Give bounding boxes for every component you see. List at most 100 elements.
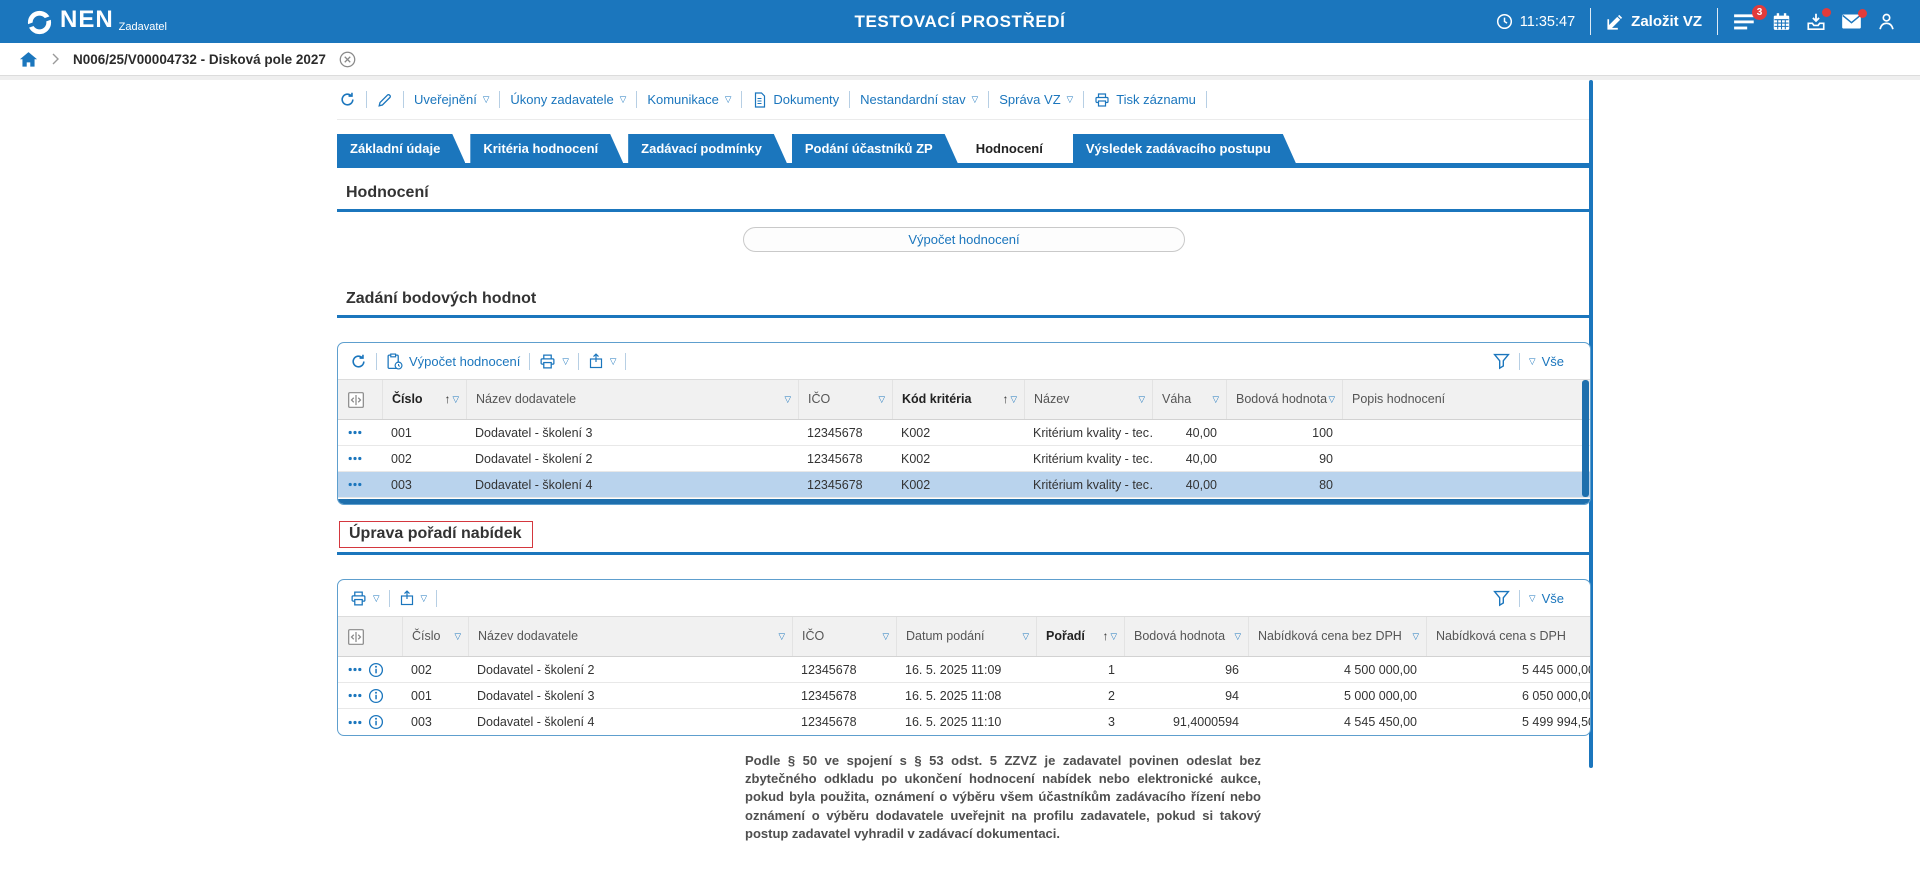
close-record-icon[interactable] (339, 51, 356, 68)
table2-filter-all[interactable]: ▽ Vše (1529, 591, 1564, 606)
chevron-down-icon: ▽ (620, 95, 627, 104)
filter-icon[interactable]: ▽ (1010, 395, 1017, 404)
edit-record-button[interactable] (377, 92, 393, 108)
tab-vysledek[interactable]: Výsledek zadávacího postupu (1073, 134, 1296, 163)
row-menu-icon[interactable] (348, 720, 362, 725)
menu-dokumenty[interactable]: Dokumenty (752, 92, 839, 108)
filter-icon[interactable]: ▽ (784, 395, 791, 404)
info-icon[interactable] (368, 688, 384, 704)
col-nazev-dodavatele[interactable]: Název dodavatele ▽ (466, 380, 798, 419)
row-menu-icon[interactable] (348, 456, 362, 461)
table1-header: Číslo ↑ ▽ Název dodavatele ▽ IČO ▽ Kód k… (338, 379, 1590, 420)
tab-podani-ucastniku[interactable]: Podání účastníků ZP (792, 134, 958, 163)
table1-print-button[interactable]: ▽ (539, 353, 569, 370)
cell-dodavatel: Dodavatel - školení 3 (468, 689, 792, 703)
table1-vscrollbar[interactable] (1582, 380, 1589, 497)
tab-zakladni-udaje[interactable]: Základní údaje (337, 134, 465, 163)
row-menu-icon[interactable] (348, 667, 362, 672)
table-row[interactable]: 002 Dodavatel - školení 2 12345678 K002 … (338, 446, 1590, 472)
table1-hscrollbar[interactable] (338, 499, 1590, 504)
menu-ukony-zadavatele[interactable]: Úkony zadavatele ▽ (510, 92, 626, 107)
filter-icon[interactable]: ▽ (1110, 632, 1117, 641)
divider (636, 91, 637, 108)
filter-funnel-icon[interactable] (1493, 590, 1510, 607)
filter-icon[interactable]: ▽ (882, 632, 889, 641)
col-bodova-hodnota[interactable]: Bodová hodnota ▽ (1226, 380, 1342, 419)
table-row[interactable]: 002 Dodavatel - školení 2 12345678 16. 5… (338, 657, 1590, 683)
table1-export-button[interactable]: ▽ (588, 353, 617, 369)
table1-filter-all[interactable]: ▽ Vše (1529, 354, 1564, 369)
refresh-button[interactable] (339, 91, 356, 108)
col-cislo[interactable]: Číslo ↑ ▽ (382, 380, 466, 419)
table-row[interactable]: 003 Dodavatel - školení 4 12345678 16. 5… (338, 709, 1590, 735)
col-cena-bez-dph[interactable]: Nabídková cena bez DPH ▽ (1248, 617, 1426, 656)
cell-vaha: 40,00 (1152, 452, 1226, 466)
col-nazev[interactable]: Název ▽ (1024, 380, 1152, 419)
col-cislo[interactable]: Číslo ▽ (402, 617, 468, 656)
row-menu-icon[interactable] (348, 430, 362, 435)
menu-nestandardni-stav[interactable]: Nestandardní stav ▽ (860, 92, 978, 107)
divider (849, 91, 850, 108)
tab-zadavaci-podminky[interactable]: Zadávací podmínky (628, 134, 787, 163)
col-kod-kriteria[interactable]: Kód kritéria ↑ ▽ (892, 380, 1024, 419)
table1-toolbar: Výpočet hodnocení ▽ ▽ (338, 343, 1590, 379)
cell-cislo: 003 (402, 715, 468, 729)
col-ico[interactable]: IČO ▽ (792, 617, 896, 656)
menu-uverejneni[interactable]: Uveřejnění ▽ (414, 92, 489, 107)
filter-icon[interactable]: ▽ (1412, 632, 1419, 641)
home-icon[interactable] (19, 51, 38, 68)
filter-icon[interactable]: ▽ (454, 632, 461, 641)
row-menu-icon[interactable] (348, 693, 362, 698)
menu-sprava-vz[interactable]: Správa VZ ▽ (999, 92, 1073, 107)
filter-icon[interactable]: ▽ (1234, 632, 1241, 641)
col-vaha[interactable]: Váha ▽ (1152, 380, 1226, 419)
col-popis-hodnoceni[interactable]: Popis hodnocení (1342, 380, 1590, 419)
cell-cena-s-dph: 5 499 994,50 (1426, 715, 1591, 729)
col-ico[interactable]: IČO ▽ (798, 380, 892, 419)
divider (741, 91, 742, 108)
table-row[interactable]: 001 Dodavatel - školení 3 12345678 K002 … (338, 420, 1590, 446)
menu-label: Dokumenty (773, 92, 839, 107)
filter-icon[interactable]: ▽ (1138, 395, 1145, 404)
table2-print-button[interactable]: ▽ (350, 590, 380, 607)
info-icon[interactable] (368, 662, 384, 678)
zadani-table-panel: Výpočet hodnocení ▽ ▽ (337, 342, 1591, 505)
tab-kriteria-hodnoceni[interactable]: Kritéria hodnocení (470, 134, 623, 163)
cell-bodova: 96 (1124, 663, 1248, 677)
clock-time: 11:35:47 (1520, 14, 1575, 30)
calendar-button[interactable] (1772, 12, 1791, 31)
profile-button[interactable] (1877, 12, 1896, 31)
messages-button[interactable] (1841, 13, 1862, 30)
filter-icon[interactable]: ▽ (778, 632, 785, 641)
cell-bodova: 100 (1226, 426, 1342, 440)
col-nazev-dodavatele[interactable]: Název dodavatele ▽ (468, 617, 792, 656)
table-row[interactable]: 001 Dodavatel - školení 3 12345678 16. 5… (338, 683, 1590, 709)
col-datum-podani[interactable]: Datum podání ▽ (896, 617, 1036, 656)
vypocet-hodnoceni-button[interactable]: Výpočet hodnocení (743, 227, 1185, 252)
filter-icon[interactable]: ▽ (1022, 632, 1029, 641)
filter-funnel-icon[interactable] (1493, 353, 1510, 370)
table2-export-button[interactable]: ▽ (399, 590, 428, 606)
filter-icon[interactable]: ▽ (878, 395, 885, 404)
row-menu-icon[interactable] (348, 482, 362, 487)
cell-cislo: 001 (382, 426, 466, 440)
table-row-selected[interactable]: 003 Dodavatel - školení 4 12345678 K002 … (338, 472, 1590, 498)
column-chooser[interactable] (338, 380, 382, 419)
tasks-menu-button[interactable]: 3 (1733, 12, 1757, 32)
col-bodova-hodnota[interactable]: Bodová hodnota ▽ (1124, 617, 1248, 656)
menu-komunikace[interactable]: Komunikace ▽ (647, 92, 731, 107)
table1-vypocet-button[interactable]: Výpočet hodnocení (386, 353, 520, 370)
tab-hodnoceni[interactable]: Hodnocení (963, 134, 1068, 163)
nen-logo[interactable]: NEN Zadavatel (26, 7, 167, 36)
col-poradi[interactable]: Pořadí ↑ ▽ (1036, 617, 1124, 656)
filter-icon[interactable]: ▽ (1328, 395, 1335, 404)
inbox-button[interactable] (1806, 12, 1826, 31)
filter-icon[interactable]: ▽ (1212, 395, 1219, 404)
menu-tisk-zaznamu[interactable]: Tisk záznamu (1094, 92, 1196, 108)
col-cena-s-dph[interactable]: Nabídková cena s DPH (1426, 617, 1591, 656)
filter-icon[interactable]: ▽ (452, 395, 459, 404)
table1-refresh-button[interactable] (350, 353, 367, 370)
info-icon[interactable] (368, 714, 384, 730)
create-vz-button[interactable]: Založit VZ (1606, 13, 1702, 31)
column-chooser[interactable] (338, 617, 402, 656)
